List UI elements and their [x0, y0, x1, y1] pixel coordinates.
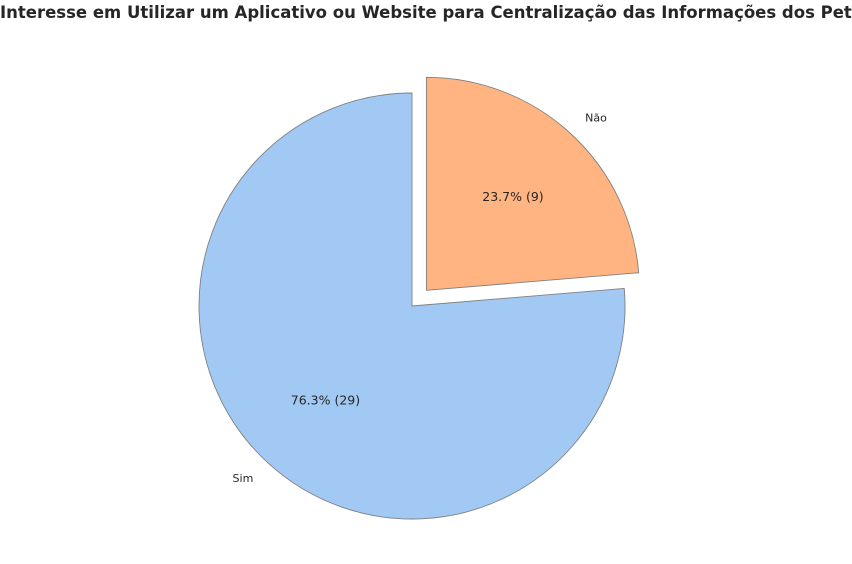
pct-label-sim: 76.3% (29): [291, 393, 360, 408]
pie-slices: [199, 77, 639, 519]
category-label-nao: Não: [585, 111, 607, 124]
pct-label-nao: 23.7% (9): [482, 189, 543, 204]
category-label-sim: Sim: [233, 472, 254, 485]
pie-slice-nao: [426, 77, 638, 290]
